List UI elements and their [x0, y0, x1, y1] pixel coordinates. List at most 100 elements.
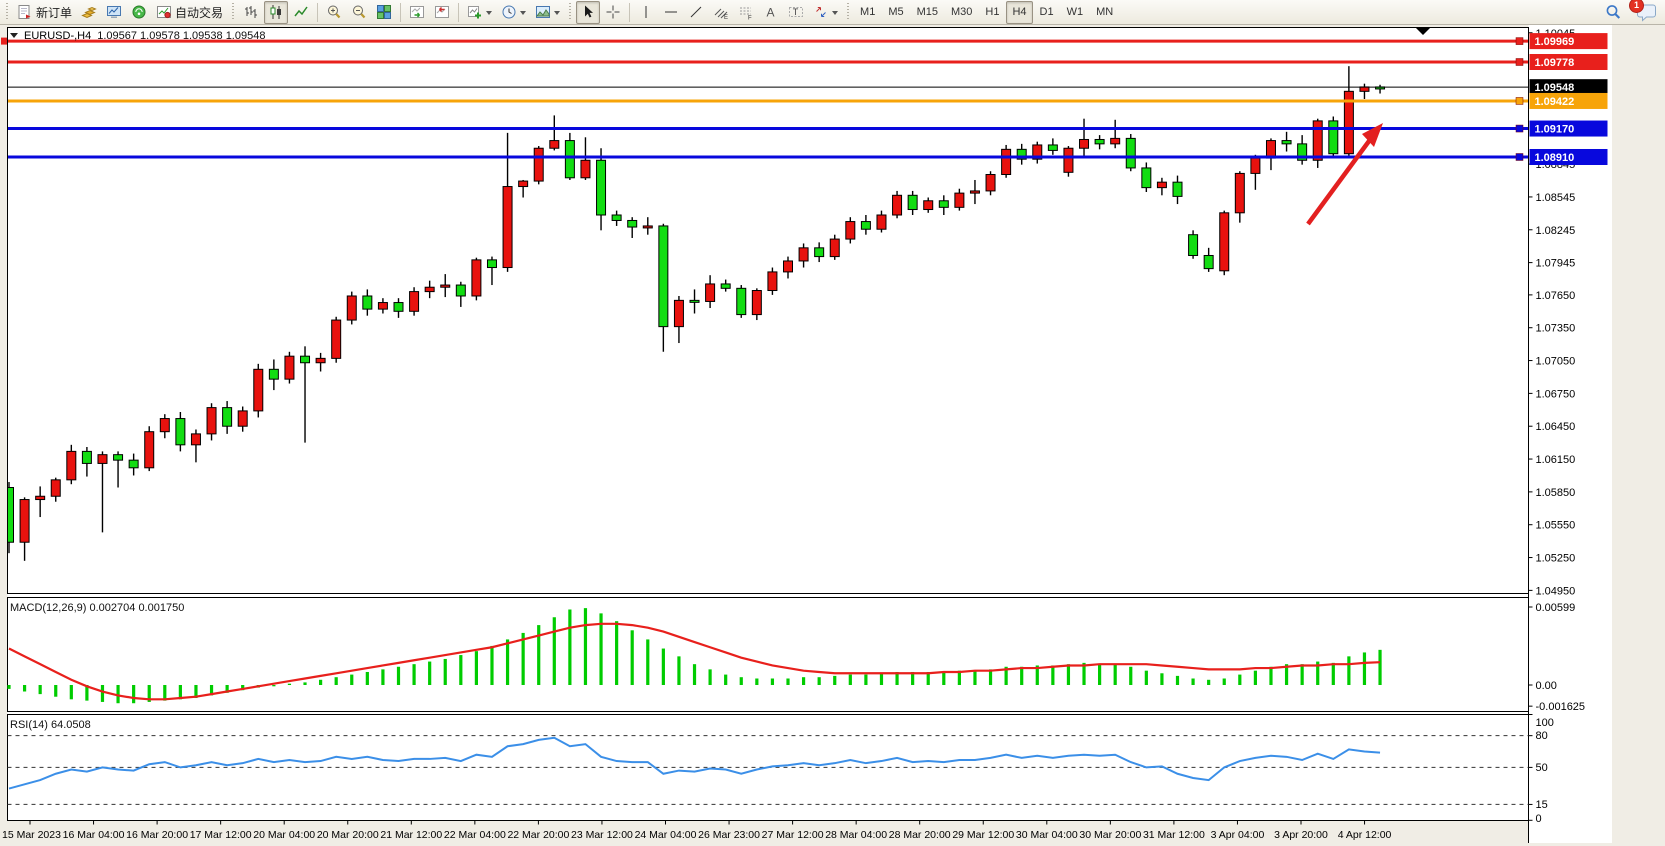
svg-text:15 Mar 2023: 15 Mar 2023 [2, 829, 61, 841]
toolbar-separator [458, 2, 460, 22]
auto-scroll-button[interactable] [405, 1, 429, 24]
zoom-out-button[interactable] [347, 1, 371, 24]
search-icon [1604, 3, 1622, 21]
zoom-in-button[interactable] [322, 1, 346, 24]
svg-text:100: 100 [1536, 717, 1554, 729]
timeframe-MN[interactable]: MN [1096, 6, 1114, 18]
vertical-line-button[interactable] [634, 1, 658, 24]
svg-text:1.08910: 1.08910 [1535, 152, 1575, 164]
data-window-button[interactable] [102, 1, 126, 24]
toolbar-grip[interactable] [230, 3, 237, 21]
period-icon [501, 4, 517, 20]
price-lines-layer [1, 37, 1529, 161]
toolbar-grip[interactable] [4, 3, 10, 21]
chart-window[interactable]: 1.100451.088451.085451.082451.079451.076… [0, 25, 1665, 846]
timeframe-M1[interactable]: M1 [860, 6, 876, 18]
svg-text:-0.001625: -0.001625 [1536, 701, 1586, 713]
navigator-button[interactable] [127, 1, 151, 24]
svg-text:1.07050: 1.07050 [1536, 356, 1576, 368]
horizontal-line-button[interactable] [659, 1, 683, 24]
candlestick-chart-button[interactable] [264, 0, 289, 24]
autotrading-icon [156, 4, 172, 20]
timeframe-D1[interactable]: D1 [1039, 6, 1054, 18]
svg-text:0.00599: 0.00599 [1536, 602, 1576, 614]
svg-text:3 Apr 04:00: 3 Apr 04:00 [1211, 829, 1265, 841]
new-order-label: 新订单 [36, 5, 73, 20]
svg-text:17 Mar 12:00: 17 Mar 12:00 [190, 829, 252, 841]
search-button[interactable] [1600, 1, 1626, 24]
cursor-button[interactable] [576, 0, 601, 24]
autotrading-label: 自动交易 [175, 5, 224, 20]
bar-chart-icon [243, 4, 259, 20]
toolbar-separator [317, 2, 319, 22]
svg-text:1.09170: 1.09170 [1535, 124, 1575, 136]
autotrading-button[interactable]: 自动交易 [152, 1, 227, 24]
toolbar-grip[interactable] [567, 3, 574, 21]
fibonacci-button[interactable]: F [734, 1, 758, 24]
period-button[interactable] [497, 1, 530, 24]
new-chart-button[interactable] [463, 1, 496, 24]
trend-arrow[interactable] [1306, 123, 1383, 226]
new-order-button[interactable]: 新订单 [13, 1, 76, 24]
crosshair-icon [605, 4, 621, 20]
chart-shift-marker[interactable] [1416, 28, 1430, 35]
notifications-button[interactable]: 1 [1629, 0, 1661, 24]
svg-text:1.07350: 1.07350 [1536, 323, 1576, 335]
zoom-in-icon [326, 4, 342, 20]
template-button[interactable] [531, 1, 564, 24]
trendline-button[interactable] [684, 1, 708, 24]
svg-text:16 Mar 20:00: 16 Mar 20:00 [126, 829, 188, 841]
data-window-icon [106, 4, 122, 20]
svg-text:16 Mar 04:00: 16 Mar 04:00 [63, 829, 125, 841]
timeframe-group: M1 M5 M15 M30 H1 H4 D1 W1 MN [854, 0, 1119, 24]
svg-text:1.08245: 1.08245 [1536, 225, 1576, 237]
toolbar-separator [400, 2, 402, 22]
fibonacci-icon: F [738, 4, 754, 20]
market-watch-button[interactable] [77, 1, 101, 24]
timeframe-H1[interactable]: H1 [985, 6, 1000, 18]
new-order-icon [17, 4, 33, 20]
equidistant-channel-icon: E [713, 4, 729, 20]
chart-shift-icon [434, 4, 450, 20]
chart-canvas[interactable]: 1.100451.088451.085451.082451.079451.076… [0, 25, 1665, 846]
trendline-icon [688, 4, 704, 20]
timeframe-M15[interactable]: M15 [916, 6, 938, 18]
svg-text:1.09422: 1.09422 [1535, 96, 1575, 108]
chevron-down-icon [554, 10, 561, 18]
chevron-down-icon [832, 10, 839, 18]
timeframe-H4[interactable]: H4 [1006, 0, 1033, 24]
new-chart-icon [467, 4, 483, 20]
candlestick-chart-icon [268, 4, 284, 20]
macd-panel [7, 608, 1382, 704]
svg-text:3 Apr 20:00: 3 Apr 20:00 [1274, 829, 1328, 841]
chart-shift-button[interactable] [430, 1, 454, 24]
arrows-button[interactable] [809, 1, 842, 24]
text-label-button[interactable]: T [784, 1, 808, 24]
time-axis: 15 Mar 2023 16 Mar 04:00 16 Mar 20:00 17 Ma… [2, 820, 1392, 841]
line-chart-icon [293, 4, 309, 20]
zoom-out-icon [351, 4, 367, 20]
svg-text:28 Mar 20:00: 28 Mar 20:00 [889, 829, 951, 841]
timeframe-M5[interactable]: M5 [888, 6, 904, 18]
bar-chart-button[interactable] [239, 1, 263, 24]
market-watch-icon [81, 4, 97, 20]
main-toolbar: 新订单 自动交易 [0, 0, 1665, 25]
timeframe-W1[interactable]: W1 [1066, 6, 1084, 18]
svg-text:1.05250: 1.05250 [1536, 553, 1576, 565]
text-label-icon: T [788, 4, 804, 20]
candles-layer [8, 66, 1386, 561]
toolbar-grip[interactable] [845, 3, 852, 21]
notification-badge: 1 [1629, 0, 1644, 13]
text-button[interactable]: A [759, 1, 783, 24]
crosshair-button[interactable] [601, 1, 625, 24]
svg-text:E: E [724, 15, 728, 20]
svg-text:15: 15 [1536, 799, 1548, 811]
tile-windows-button[interactable] [372, 1, 396, 24]
vertical-line-icon [638, 4, 654, 20]
line-chart-button[interactable] [289, 1, 313, 24]
price-axis: 1.100451.088451.085451.082451.079451.076… [1528, 28, 1608, 825]
arrows-icon [813, 4, 829, 20]
svg-text:F: F [748, 16, 752, 21]
equidistant-channel-button[interactable]: E [709, 1, 733, 24]
timeframe-M30[interactable]: M30 [951, 6, 973, 18]
